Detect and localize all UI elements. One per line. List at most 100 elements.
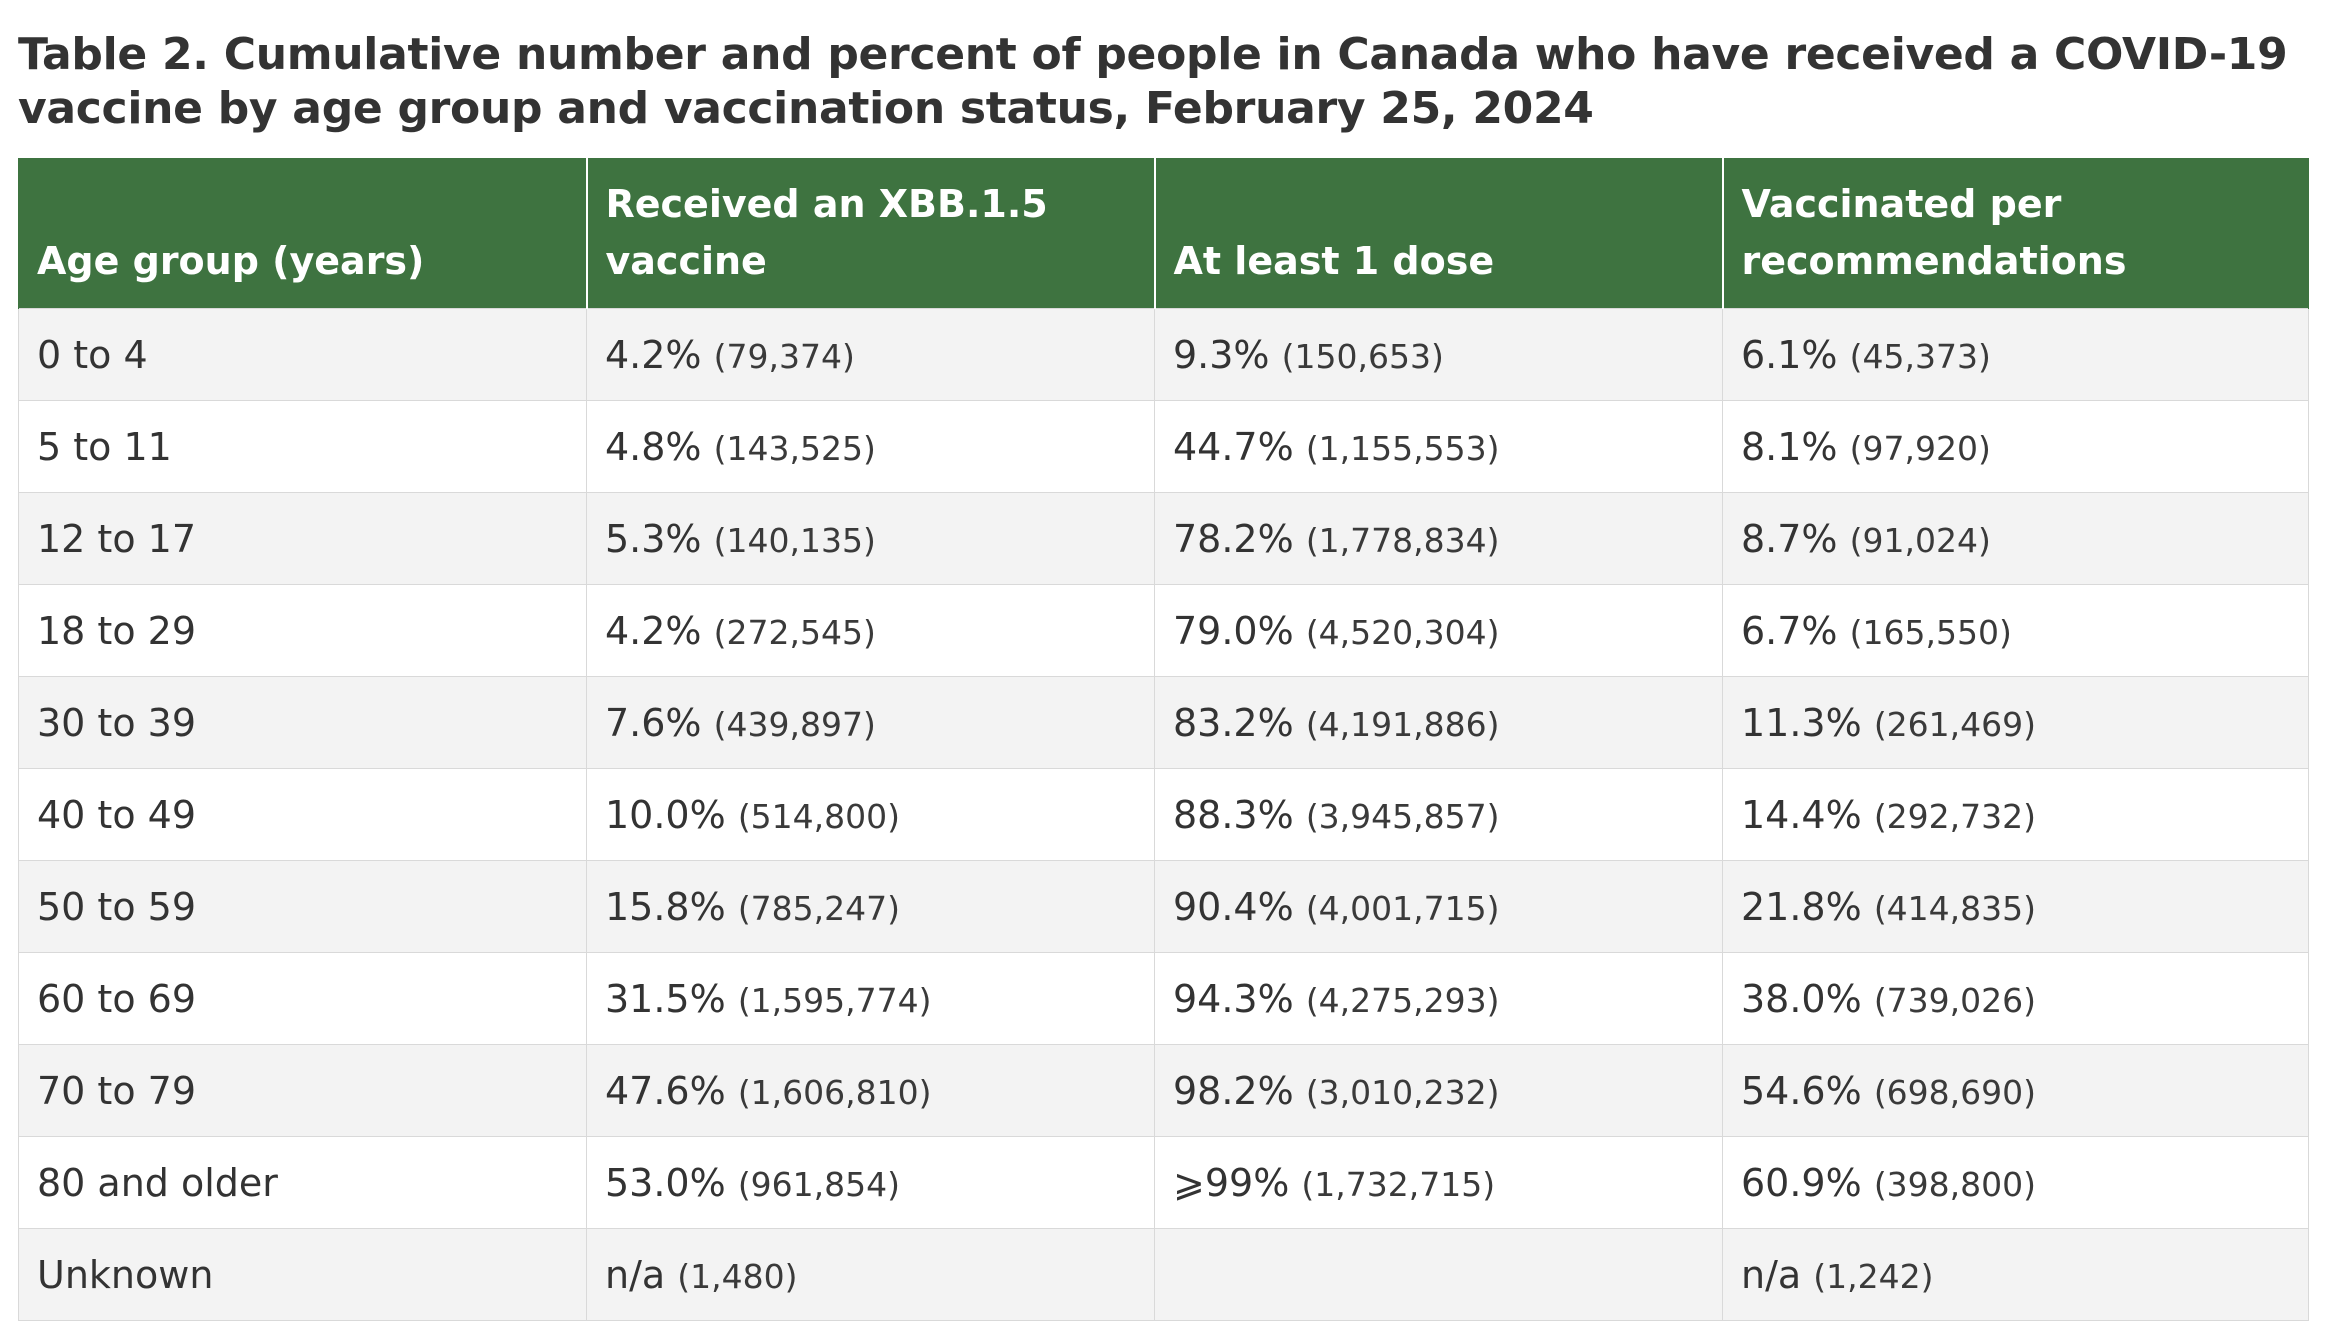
age-group-cell: 50 to 59: [18, 860, 587, 953]
recommendations-cell: 38.0% (739,026): [1722, 952, 2309, 1045]
count-value: (398,800): [1873, 1164, 2037, 1204]
percent-value: 6.7%: [1741, 608, 1838, 653]
percent-value: 79.0%: [1173, 608, 1294, 653]
percent-value: 53.0%: [605, 1160, 726, 1205]
xbb-cell: 7.6% (439,897): [586, 676, 1155, 769]
xbb-cell: 5.3% (140,135): [586, 492, 1155, 585]
dose-cell: 79.0% (4,520,304): [1154, 584, 1723, 677]
age-group-cell: 60 to 69: [18, 952, 587, 1045]
age-group-cell: Unknown: [18, 1228, 587, 1321]
percent-value: n/a: [605, 1252, 666, 1297]
table-container: Table 2. Cumulative number and percent o…: [18, 0, 2309, 1321]
table-row: 70 to 79 47.6% (1,606,810) 98.2% (3,010,…: [18, 1044, 2309, 1137]
count-value: (292,732): [1873, 796, 2037, 836]
table-row: 40 to 49 10.0% (514,800) 88.3% (3,945,85…: [18, 768, 2309, 861]
column-header-at-least-1-dose: At least 1 dose: [1153, 158, 1724, 309]
column-header-vaccinated-per-recommendations: Vaccinated per recommendations: [1721, 158, 2309, 309]
percent-value: 4.2%: [605, 332, 702, 377]
table-caption: Table 2. Cumulative number and percent o…: [18, 29, 2288, 134]
dose-cell: 78.2% (1,778,834): [1154, 492, 1723, 585]
column-header-xbb-vaccine: Received an XBB.1.5 vaccine: [585, 158, 1156, 309]
recommendations-cell: n/a (1,242): [1722, 1228, 2309, 1321]
percent-value: n/a: [1741, 1252, 1802, 1297]
percent-value: 90.4%: [1173, 884, 1294, 929]
percent-value: 8.1%: [1741, 424, 1838, 469]
xbb-cell: 4.8% (143,525): [586, 400, 1155, 493]
count-value: (165,550): [1849, 612, 2012, 652]
count-value: (140,135): [713, 520, 876, 560]
percent-value: 47.6%: [605, 1068, 726, 1113]
table-row: 30 to 39 7.6% (439,897) 83.2% (4,191,886…: [18, 676, 2309, 769]
percent-value: 10.0%: [605, 792, 726, 837]
count-value: (739,026): [1873, 980, 2037, 1020]
count-value: (45,373): [1849, 336, 1991, 376]
percent-value: 44.7%: [1173, 424, 1294, 469]
count-value: (1,480): [677, 1256, 798, 1296]
table-row: 60 to 69 31.5% (1,595,774) 94.3% (4,275,…: [18, 952, 2309, 1045]
count-value: (439,897): [713, 704, 876, 744]
percent-value: 54.6%: [1741, 1068, 1862, 1113]
age-group-cell: 30 to 39: [18, 676, 587, 769]
percent-value: 6.1%: [1741, 332, 1838, 377]
percent-value: 4.2%: [605, 608, 702, 653]
percent-value: ⩾99%: [1173, 1160, 1290, 1205]
count-value: (150,653): [1281, 336, 1444, 376]
count-value: (785,247): [737, 888, 901, 928]
dose-cell: 83.2% (4,191,886): [1154, 676, 1723, 769]
percent-value: 9.3%: [1173, 332, 1270, 377]
count-value: (1,242): [1813, 1256, 1934, 1296]
percent-value: 5.3%: [605, 516, 702, 561]
age-group-cell: 80 and older: [18, 1136, 587, 1229]
dose-cell: ⩾99% (1,732,715): [1154, 1136, 1723, 1229]
count-value: (1,155,553): [1305, 428, 1500, 468]
percent-value: 88.3%: [1173, 792, 1294, 837]
recommendations-cell: 14.4% (292,732): [1722, 768, 2309, 861]
age-group-cell: 0 to 4: [18, 308, 587, 401]
count-value: (3,945,857): [1305, 796, 1500, 836]
percent-value: 4.8%: [605, 424, 702, 469]
dose-cell: 9.3% (150,653): [1154, 308, 1723, 401]
count-value: (91,024): [1849, 520, 1991, 560]
count-value: (698,690): [1873, 1072, 2037, 1112]
count-value: (1,595,774): [737, 980, 932, 1020]
xbb-cell: 10.0% (514,800): [586, 768, 1155, 861]
table-row: 0 to 4 4.2% (79,374) 9.3% (150,653) 6.1%…: [18, 308, 2309, 401]
percent-value: 11.3%: [1741, 700, 1862, 745]
recommendations-cell: 54.6% (698,690): [1722, 1044, 2309, 1137]
table-row: 5 to 11 4.8% (143,525) 44.7% (1,155,553)…: [18, 400, 2309, 493]
age-group-cell: 12 to 17: [18, 492, 587, 585]
column-header-age-group: Age group (years): [18, 158, 588, 309]
header-row: Age group (years) Received an XBB.1.5 va…: [18, 158, 2309, 309]
age-group-cell: 70 to 79: [18, 1044, 587, 1137]
xbb-cell: 4.2% (272,545): [586, 584, 1155, 677]
recommendations-cell: 6.1% (45,373): [1722, 308, 2309, 401]
recommendations-cell: 60.9% (398,800): [1722, 1136, 2309, 1229]
dose-cell: 94.3% (4,275,293): [1154, 952, 1723, 1045]
count-value: (514,800): [737, 796, 901, 836]
table-row: 80 and older 53.0% (961,854) ⩾99% (1,732…: [18, 1136, 2309, 1229]
dose-cell: [1154, 1228, 1723, 1321]
percent-value: 8.7%: [1741, 516, 1838, 561]
dose-cell: 90.4% (4,001,715): [1154, 860, 1723, 953]
count-value: (4,275,293): [1305, 980, 1500, 1020]
recommendations-cell: 8.7% (91,024): [1722, 492, 2309, 585]
count-value: (4,191,886): [1305, 704, 1500, 744]
count-value: (414,835): [1873, 888, 2037, 928]
xbb-cell: 47.6% (1,606,810): [586, 1044, 1155, 1137]
count-value: (143,525): [713, 428, 876, 468]
dose-cell: 44.7% (1,155,553): [1154, 400, 1723, 493]
xbb-cell: 53.0% (961,854): [586, 1136, 1155, 1229]
recommendations-cell: 6.7% (165,550): [1722, 584, 2309, 677]
xbb-cell: 15.8% (785,247): [586, 860, 1155, 953]
count-value: (4,520,304): [1305, 612, 1500, 652]
percent-value: 94.3%: [1173, 976, 1294, 1021]
percent-value: 7.6%: [605, 700, 702, 745]
table-row: Unknown n/a (1,480) n/a (1,242): [18, 1228, 2309, 1321]
count-value: (1,778,834): [1305, 520, 1500, 560]
percent-value: 31.5%: [605, 976, 726, 1021]
recommendations-cell: 21.8% (414,835): [1722, 860, 2309, 953]
count-value: (272,545): [713, 612, 876, 652]
count-value: (97,920): [1849, 428, 1991, 468]
percent-value: 78.2%: [1173, 516, 1294, 561]
count-value: (79,374): [713, 336, 855, 376]
